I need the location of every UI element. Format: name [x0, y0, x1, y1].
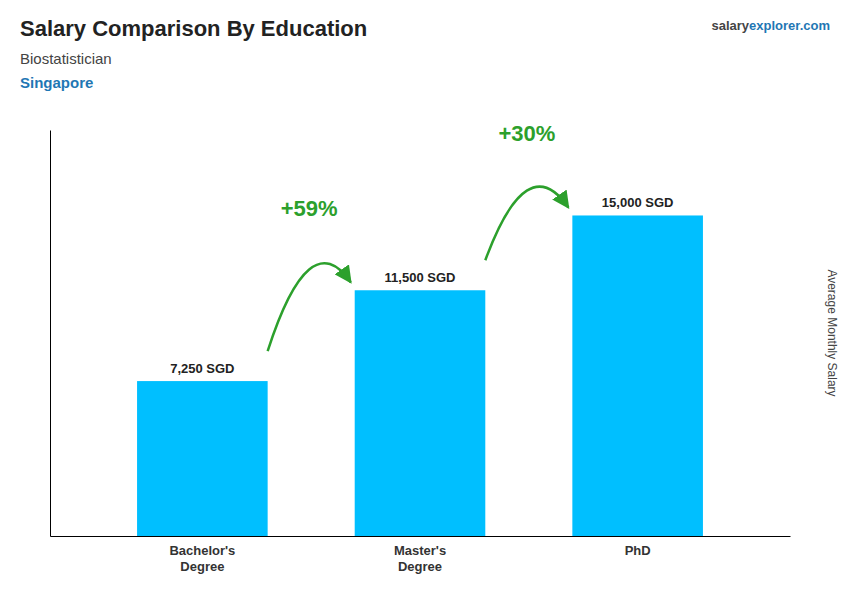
bar — [572, 215, 703, 536]
annotations: +59% +30% — [268, 121, 569, 351]
watermark: salaryexplorer.com — [711, 18, 830, 33]
annotation-arrow — [268, 263, 351, 351]
data-label: 15,000 SGD — [602, 195, 674, 210]
x-tick-label-line: Degree — [180, 559, 224, 574]
y-axis-line — [50, 131, 51, 537]
x-tick-label: Master'sDegree — [394, 543, 446, 574]
subtitle: Singapore — [20, 74, 93, 91]
x-tick: PhD — [625, 543, 651, 558]
x-tick-label: Bachelor'sDegree — [169, 543, 235, 574]
x-tick-label: PhD — [625, 543, 651, 558]
x-tick-label-line: Bachelor's — [169, 543, 235, 558]
data-label: 11,500 SGD — [385, 270, 456, 285]
chart: Salary Comparison By Education Biostatist… — [0, 0, 850, 606]
bar — [137, 381, 268, 536]
data-label: 7,250 SGD — [170, 361, 234, 376]
x-tick-label-line: PhD — [625, 543, 651, 558]
y-axis — [50, 131, 51, 537]
x-axis: Bachelor'sDegreeMaster'sDegreePhD — [51, 537, 791, 574]
x-tick: Master'sDegree — [394, 543, 446, 574]
watermark-part: salary — [711, 18, 749, 33]
bar — [355, 290, 486, 536]
bars — [137, 215, 703, 536]
y-axis-title: Average Monthly Salary — [825, 269, 839, 396]
annotation-arrow — [485, 187, 568, 261]
annotation: +30% — [498, 121, 555, 146]
watermark-part: explorer.com — [749, 18, 830, 33]
x-tick: Bachelor'sDegree — [169, 543, 235, 574]
plot: Bachelor'sDegreeMaster'sDegreePhD7,250 S… — [51, 121, 791, 573]
data-labels: 7,250 SGD 11,500 SGD 15,000 SGD — [170, 195, 673, 376]
title: Salary Comparison By Education — [20, 16, 367, 41]
x-tick-label-line: Master's — [394, 543, 446, 558]
annotation: +59% — [281, 196, 338, 221]
subtitle: Biostatistician — [20, 50, 112, 67]
x-tick-label-line: Degree — [398, 559, 442, 574]
x-axis-line — [51, 536, 791, 537]
